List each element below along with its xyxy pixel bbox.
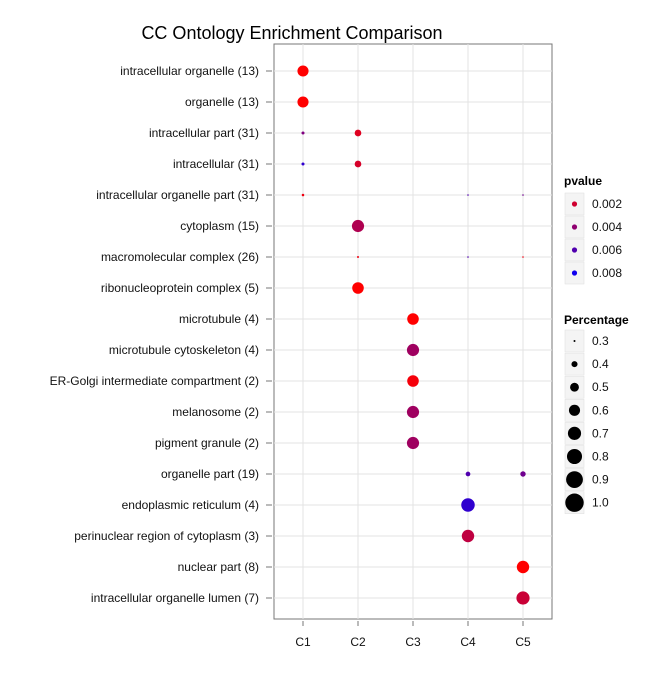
- legend-percentage-label: 0.3: [592, 334, 609, 348]
- y-tick-label: nuclear part (8): [178, 560, 259, 574]
- x-tick-label: C4: [460, 635, 476, 649]
- legend-percentage-swatch: [571, 361, 578, 368]
- legend-percentage-label: 0.7: [592, 426, 609, 440]
- y-tick-label: intracellular organelle (13): [120, 64, 259, 78]
- data-point: [301, 193, 305, 197]
- legend-percentage-swatch: [567, 426, 582, 440]
- x-tick-label: C3: [405, 635, 421, 649]
- x-tick-label: C1: [295, 635, 311, 649]
- data-point: [406, 405, 420, 419]
- y-tick-label: organelle (13): [185, 95, 259, 109]
- data-point: [407, 375, 419, 387]
- data-point: [354, 160, 362, 168]
- y-tick-label: intracellular part (31): [149, 126, 259, 140]
- legend-percentage-title: Percentage: [564, 313, 629, 327]
- legend-pvalue-title: pvalue: [564, 174, 602, 188]
- x-tick-label: C2: [350, 635, 366, 649]
- y-tick-label: microtubule (4): [179, 312, 259, 326]
- y-tick-label: endoplasmic reticulum (4): [122, 498, 259, 512]
- legend-pvalue-swatch: [571, 224, 578, 230]
- data-point: [516, 591, 530, 605]
- data-point: [467, 194, 469, 196]
- legend-percentage-label: 0.6: [592, 403, 609, 417]
- legend-pvalue-label: 0.008: [592, 266, 622, 280]
- legend-percentage-label: 0.5: [592, 380, 609, 394]
- legend-pvalue-label: 0.006: [592, 243, 622, 257]
- y-tick-label: organelle part (19): [161, 467, 259, 481]
- legend-percentage-swatch: [565, 493, 584, 512]
- data-point: [301, 131, 305, 135]
- legend-percentage-label: 1.0: [592, 496, 609, 510]
- legend-pvalue-label: 0.002: [592, 197, 622, 211]
- data-point: [461, 529, 475, 543]
- data-point: [297, 96, 309, 108]
- legend-percentage-swatch: [570, 382, 579, 392]
- chart-title: CC Ontology Enrichment Comparison: [141, 23, 442, 43]
- y-tick-label: melanosome (2): [172, 405, 259, 419]
- data-point: [461, 498, 475, 512]
- data-point: [465, 471, 471, 477]
- legend-pvalue-label: 0.004: [592, 220, 622, 234]
- legend-percentage-swatch: [566, 448, 583, 465]
- y-tick-label: macromolecular complex (26): [101, 250, 259, 264]
- data-point: [297, 65, 309, 77]
- y-tick-label: ribonucleoprotein complex (5): [101, 281, 259, 295]
- legend-percentage-swatch: [568, 404, 581, 416]
- legend-percentage-swatch: [573, 340, 576, 342]
- y-tick-label: intracellular (31): [173, 157, 259, 171]
- legend-pvalue-swatch: [571, 270, 578, 276]
- data-point: [522, 256, 524, 258]
- legend-percentage-label: 0.8: [592, 450, 609, 464]
- y-tick-label: intracellular organelle lumen (7): [91, 591, 259, 605]
- data-point: [407, 313, 419, 325]
- data-point: [520, 471, 526, 477]
- data-point: [357, 256, 359, 258]
- data-point: [354, 129, 362, 137]
- legend-percentage-label: 0.9: [592, 473, 609, 487]
- legend-percentage-label: 0.4: [592, 357, 609, 371]
- data-point: [352, 282, 364, 294]
- data-point: [406, 343, 420, 357]
- legend-pvalue-swatch: [571, 247, 578, 253]
- data-point: [406, 436, 420, 450]
- y-tick-label: pigment granule (2): [155, 436, 259, 450]
- data-point: [516, 560, 530, 574]
- x-tick-label: C5: [515, 635, 531, 649]
- y-tick-label: microtubule cytoskeleton (4): [109, 343, 259, 357]
- y-tick-label: cytoplasm (15): [180, 219, 259, 233]
- y-tick-label: perinuclear region of cytoplasm (3): [74, 529, 259, 543]
- y-tick-label: intracellular organelle part (31): [96, 188, 259, 202]
- legend-pvalue-swatch: [571, 201, 578, 207]
- data-point: [301, 162, 305, 166]
- legend-percentage-swatch: [566, 471, 583, 488]
- data-point: [467, 256, 469, 258]
- y-tick-label: ER-Golgi intermediate compartment (2): [50, 374, 259, 388]
- data-point: [522, 194, 524, 196]
- data-point: [351, 219, 365, 233]
